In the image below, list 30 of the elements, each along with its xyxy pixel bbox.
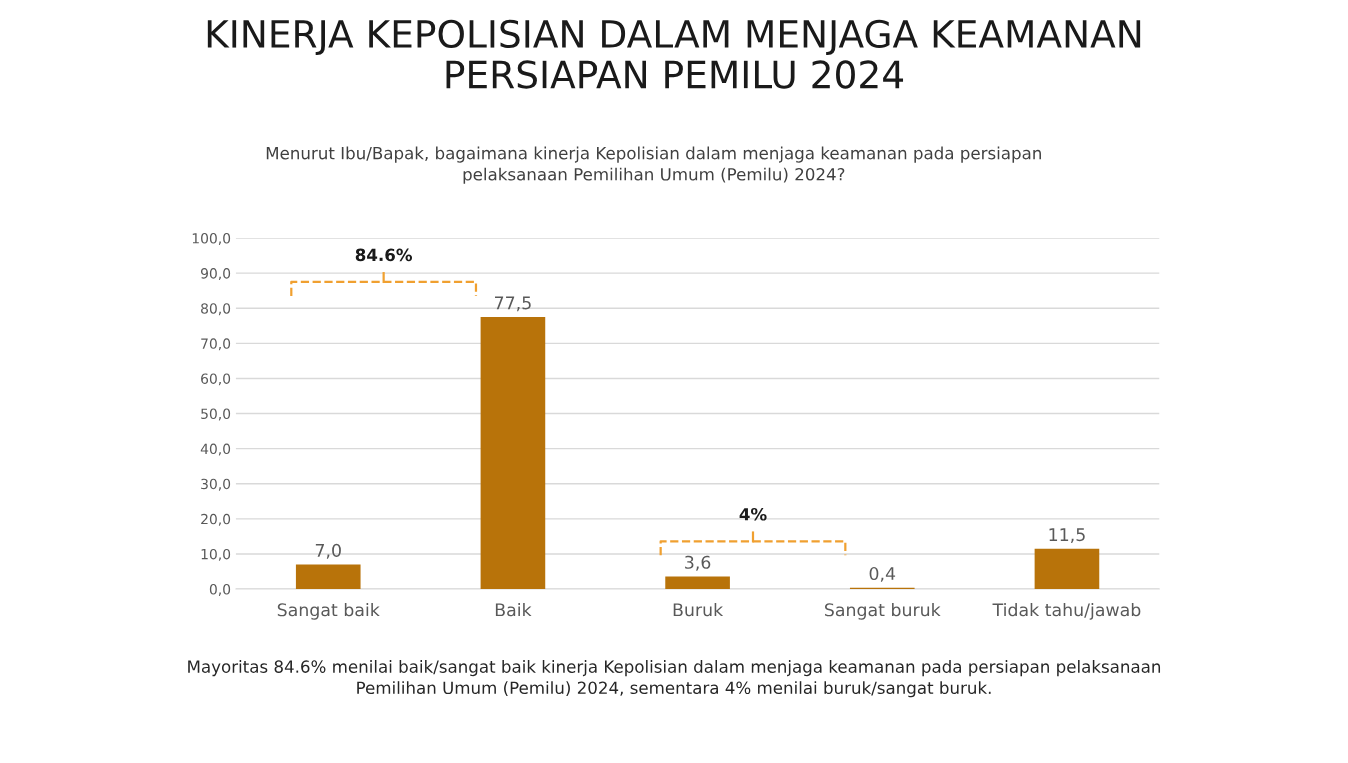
y-tick-label: 90,0	[200, 268, 231, 281]
bar	[1034, 548, 1100, 590]
data-label: 0,4	[869, 566, 896, 582]
text: Mayoritas 84.6% menilai baik/sangat baik kinerja Kepolisian dalam menjaga keamanan pada persiapan pelaksanaan Pemilihan Umum (Pemilu) 2024, sementara 4% menilai buruk/sangat buruk.	[188, 659, 1161, 698]
annotation: 84.6%	[355, 248, 413, 262]
bar	[295, 564, 361, 590]
y-tick-label: 10,0	[201, 548, 231, 561]
chart-subtitle: Menurut Ibu/Bapak, bagaimana kinerja Kepolisian dalam menjaga keamanan pada persiapan pelaksanaan Pemilihan Umum (Pemilu) 2024?	[266, 146, 1041, 184]
y-tick-label: 70,0	[201, 338, 231, 351]
y-tick-label: 50,0	[201, 408, 231, 421]
x-tick-label: Buruk	[673, 602, 724, 617]
chart-title: KINERJA KEPOLISIAN DALAM MENJAGA KEAMANAN PERSIAPAN PEMILU 2024	[207, 19, 1141, 89]
data-label: 3,6	[685, 555, 711, 571]
y-tick-label: 0,0	[209, 584, 231, 596]
x-tick-label: Baik	[495, 602, 532, 617]
bar	[665, 576, 730, 590]
x-tick-label: Sangat baik	[277, 602, 380, 620]
y-tick-label: 40,0	[200, 443, 231, 456]
data-label: 77,5	[495, 296, 531, 312]
bar	[480, 317, 546, 590]
y-tick-label: 100,0	[192, 233, 231, 245]
y-tick-label: 80,0	[201, 303, 231, 316]
annotation: 4%	[739, 507, 767, 521]
y-tick-label: 30,0	[201, 478, 231, 491]
data-label: 7,0	[315, 543, 341, 559]
y-tick-label: 20,0	[201, 513, 231, 526]
x-tick-label: Sangat buruk	[824, 602, 941, 620]
data-label: 11,5	[1049, 528, 1085, 543]
x-tick-label: Tidak tahu/jawab	[992, 602, 1141, 620]
y-tick-label: 60,0	[201, 373, 231, 386]
